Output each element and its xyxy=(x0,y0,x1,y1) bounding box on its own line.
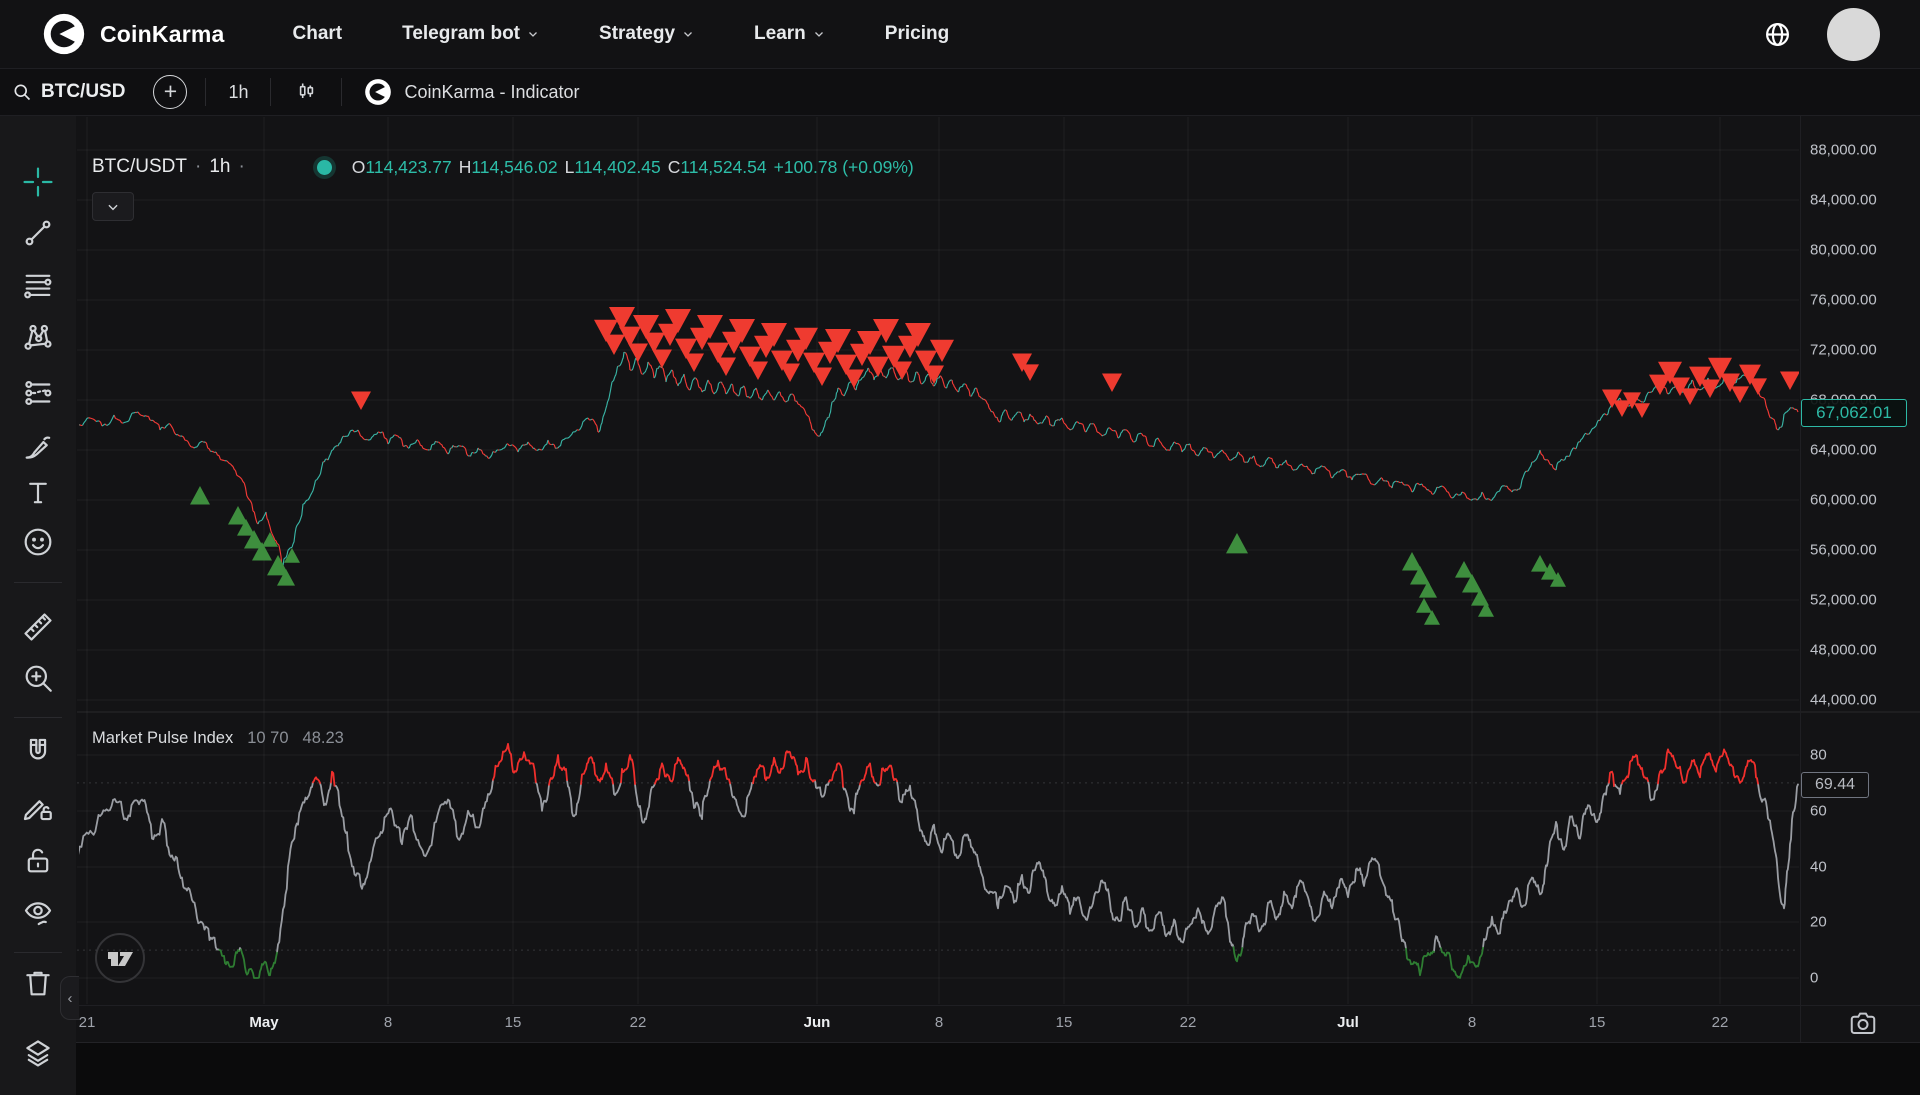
price-axis-tick: 48,000.00 xyxy=(1810,642,1877,659)
object-tree-icon[interactable] xyxy=(21,1036,55,1070)
top-nav: CoinKarma Chart Telegram bot Strategy Learn… xyxy=(0,0,1920,69)
drawing-toolbar xyxy=(0,116,76,1095)
time-axis-tick: 21 xyxy=(79,1014,96,1031)
zoom-in-icon[interactable] xyxy=(21,661,55,695)
time-axis-tick: 15 xyxy=(1056,1014,1073,1031)
indicator-axis-tick: 40 xyxy=(1810,859,1827,876)
drawing-lock-icon[interactable] xyxy=(21,790,55,824)
chevron-down-icon xyxy=(813,28,825,40)
collapse-toolbar-button[interactable]: ‹ xyxy=(60,976,79,1020)
price-axis-tick: 80,000.00 xyxy=(1810,242,1877,259)
time-axis-tick: 22 xyxy=(630,1014,647,1031)
time-axis-tick: May xyxy=(249,1014,278,1031)
symbol-label: BTC/USD xyxy=(41,81,125,103)
nav-item-pricing[interactable]: Pricing xyxy=(885,23,949,45)
rail-separator xyxy=(14,717,62,718)
xabcd-pattern-icon[interactable] xyxy=(21,320,55,354)
price-axis-border xyxy=(1800,116,1801,1042)
price-axis-tick: 72,000.00 xyxy=(1810,342,1877,359)
chevron-down-icon xyxy=(527,28,539,40)
compare-add-button[interactable]: + xyxy=(153,75,187,109)
symbol-search[interactable]: BTC/USD xyxy=(12,81,125,103)
legend-separator: · xyxy=(195,156,201,178)
interval-button[interactable]: 1h xyxy=(206,82,270,103)
legend-interval: 1h xyxy=(209,156,230,178)
trash-icon[interactable] xyxy=(21,966,55,1000)
chevron-down-icon xyxy=(682,28,694,40)
hide-drawings-icon[interactable] xyxy=(21,895,55,929)
price-axis-tick: 88,000.00 xyxy=(1810,142,1877,159)
ruler-icon[interactable] xyxy=(21,610,55,644)
time-axis-tick: 8 xyxy=(1468,1014,1476,1031)
indicator-legend[interactable]: Market Pulse Index 10 70 48.23 xyxy=(92,729,344,748)
crosshair-icon[interactable] xyxy=(21,165,55,199)
brand-name: CoinKarma xyxy=(100,21,225,48)
rail-separator xyxy=(14,582,62,583)
indicator-axis-tick: 0 xyxy=(1810,970,1818,987)
coinkarma-app: CoinKarma Chart Telegram bot Strategy Learn… xyxy=(0,0,1920,1095)
ohlc-values: O114,423.77 H114,546.02 L114,402.45 C114… xyxy=(352,157,914,178)
tradingview-logo-icon[interactable] xyxy=(94,932,146,984)
price-axis-tick: 60,000.00 xyxy=(1810,492,1877,509)
indicator-axis-tick: 60 xyxy=(1810,803,1827,820)
lock-all-icon[interactable] xyxy=(21,843,55,877)
indicator-label: CoinKarma - Indicator xyxy=(404,82,579,103)
time-axis-tick: 15 xyxy=(505,1014,522,1031)
time-axis-tick: 8 xyxy=(935,1014,943,1031)
forecast-icon[interactable] xyxy=(21,376,55,410)
nav-items: Chart Telegram bot Strategy Learn Pricing xyxy=(293,23,950,45)
symbol-toolbar: BTC/USD + 1h CoinKarma - Indicator xyxy=(0,69,1920,116)
price-axis-tick: 52,000.00 xyxy=(1810,592,1877,609)
time-axis-tick: 15 xyxy=(1589,1014,1606,1031)
legend-expand-button[interactable] xyxy=(92,192,134,221)
change-value: +100.78 (+0.09%) xyxy=(774,157,914,178)
fib-lines-icon[interactable] xyxy=(21,268,55,302)
rail-separator xyxy=(14,952,62,953)
time-axis-tick: 22 xyxy=(1712,1014,1729,1031)
time-axis-border-bottom xyxy=(76,1042,1920,1043)
time-axis-tick: Jun xyxy=(804,1014,831,1031)
time-axis-tick: 8 xyxy=(384,1014,392,1031)
nav-item-strategy[interactable]: Strategy xyxy=(599,23,694,45)
nav-item-telegram-bot[interactable]: Telegram bot xyxy=(402,23,539,45)
price-axis-tick: 44,000.00 xyxy=(1810,692,1877,709)
nav-item-learn[interactable]: Learn xyxy=(754,23,825,45)
coinkarma-indicator-logo-icon xyxy=(364,78,392,106)
search-icon xyxy=(12,82,32,102)
time-axis-border-top xyxy=(76,1005,1920,1006)
coinkarma-logo-icon xyxy=(42,12,86,56)
brush-icon[interactable] xyxy=(21,430,55,464)
indicator-title: Market Pulse Index xyxy=(92,729,233,748)
magnet-icon[interactable] xyxy=(21,735,55,769)
divider xyxy=(341,78,342,106)
price-axis-tick: 56,000.00 xyxy=(1810,542,1877,559)
indicator-axis-tick: 20 xyxy=(1810,914,1827,931)
indicator-last-value-label: 69.44 xyxy=(1801,772,1869,798)
indicator-value: 48.23 xyxy=(303,729,344,748)
indicator-menu[interactable]: CoinKarma - Indicator xyxy=(364,78,579,106)
legend-symbol: BTC/USDT xyxy=(92,156,187,178)
globe-icon[interactable] xyxy=(1763,20,1792,49)
price-axis-tick: 84,000.00 xyxy=(1810,192,1877,209)
time-axis-tick: Jul xyxy=(1337,1014,1359,1031)
emoji-icon[interactable] xyxy=(21,525,55,559)
indicator-params: 10 70 xyxy=(247,729,288,748)
price-axis-tick: 64,000.00 xyxy=(1810,442,1877,459)
main-series-legend[interactable]: BTC/USDT · 1h · O114,423.77 H114,546.02 … xyxy=(92,156,914,178)
text-tool-icon[interactable] xyxy=(21,476,55,510)
legend-separator: · xyxy=(238,156,244,178)
time-axis-tick: 22 xyxy=(1180,1014,1197,1031)
avatar[interactable] xyxy=(1827,8,1880,61)
brand[interactable]: CoinKarma xyxy=(42,12,225,56)
nav-item-chart[interactable]: Chart xyxy=(293,23,343,45)
trend-line-icon[interactable] xyxy=(21,216,55,250)
candles-icon[interactable] xyxy=(271,80,341,104)
last-price-label: 67,062.01 xyxy=(1801,399,1907,427)
status-dot-icon xyxy=(317,160,332,175)
price-axis-tick: 76,000.00 xyxy=(1810,292,1877,309)
camera-icon[interactable] xyxy=(1848,1008,1878,1038)
indicator-axis-tick: 80 xyxy=(1810,747,1827,764)
